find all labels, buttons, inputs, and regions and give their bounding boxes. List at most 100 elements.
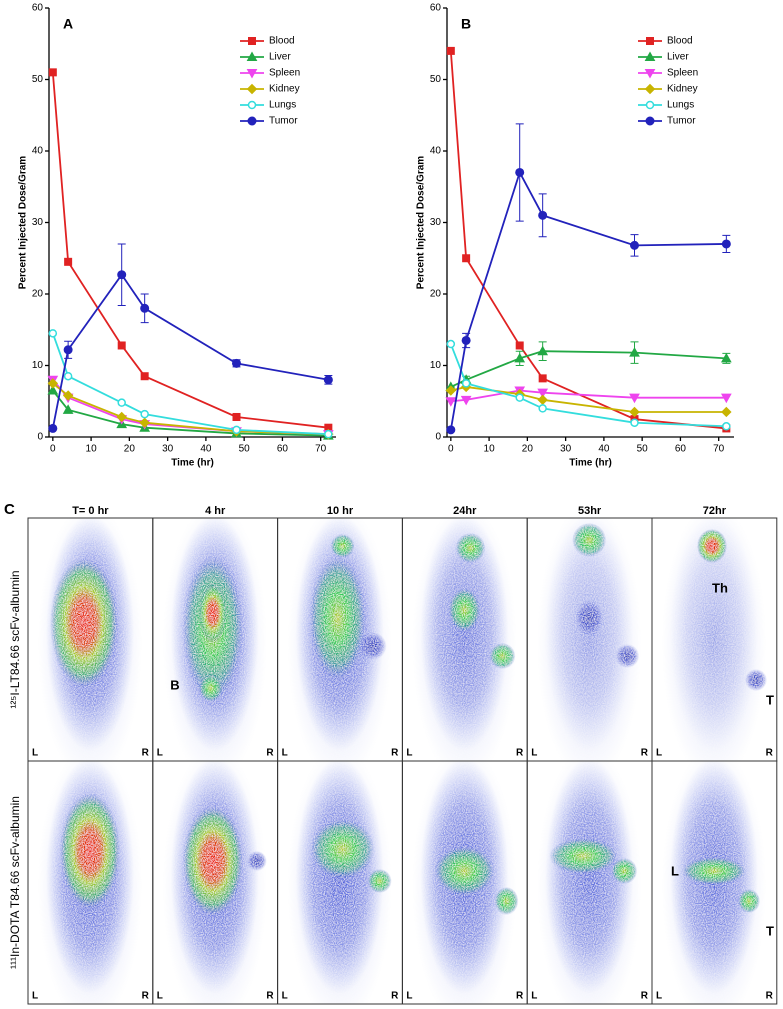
series-line [51,333,329,436]
corner-label: R [142,991,150,1002]
marker [64,257,73,266]
hot-spot [738,889,760,913]
corner-label: L [282,991,288,1002]
corner-label: R [266,991,274,1002]
marker [63,345,73,355]
corner-label: L [531,991,537,1002]
y-tick-label: 0 [37,432,43,443]
legend-label: Tumor [667,116,696,127]
hot-spot [198,583,227,643]
marker [445,385,457,396]
y-tick-label: 30 [32,217,44,228]
marker [117,398,126,407]
scan-content [287,761,392,1004]
marker [47,378,59,389]
marker [630,418,639,427]
marker [232,425,241,435]
time-label: T= 0 hr [72,505,109,517]
x-tick-label: 60 [675,444,687,455]
time-label: 53hr [578,505,602,517]
corner-label: L [531,748,537,759]
marker [514,352,526,363]
corner-label: R [766,991,774,1002]
corner-label: L [406,748,412,759]
hot-spot [575,600,604,636]
x-tick-label: 50 [637,444,649,455]
y-tick-label: 30 [430,217,442,228]
row-label: ¹²⁵I-LT84.66 scFv-albumin [8,570,22,708]
hot-spot [434,846,495,896]
marker [446,339,456,349]
marker [232,412,241,421]
scan-content [412,518,517,761]
hot-spot [60,793,120,909]
marker [140,372,149,381]
x-tick-label: 10 [86,444,98,455]
legend-label: Spleen [667,68,698,79]
legend-label: Blood [269,36,295,47]
legend-label: Kidney [667,84,698,95]
y-tick-label: 50 [32,74,44,85]
scan-content [537,518,642,761]
corner-label: R [391,748,399,759]
series-line [449,50,727,430]
chart-title: B [461,16,471,32]
marker [720,352,732,363]
marker [460,395,472,406]
corner-label: L [32,748,38,759]
hot-spot [549,838,618,874]
time-label: 4 hr [205,505,226,517]
marker [232,358,242,368]
marker [644,51,656,61]
marker [62,404,74,414]
marker [48,68,57,77]
marker [117,341,126,350]
hot-spot [455,533,486,563]
marker [629,393,640,404]
x-tick-label: 50 [239,444,251,455]
legend-label: Liver [667,52,689,63]
hot-spot [310,819,375,879]
marker [538,210,548,220]
marker [140,303,150,313]
scan-content [162,761,267,1004]
marker [629,406,640,418]
corner-label: R [142,748,150,759]
y-tick-label: 20 [32,289,44,300]
marker [246,51,258,61]
scan-content [38,518,142,761]
marker [139,417,150,428]
marker [538,404,547,413]
corner-label: R [641,991,649,1002]
marker [646,37,654,45]
legend-label: Lungs [269,100,296,111]
scan-content [287,518,392,761]
hot-spot [367,869,392,893]
hot-spot [682,857,746,885]
hot-spot [615,644,640,668]
hot-spot [198,674,223,702]
x-tick-label: 20 [522,444,534,455]
panel-label: C [4,501,15,518]
scan-content [412,761,519,1004]
time-label: 24hr [453,505,477,517]
marker [445,397,457,407]
corner-label: L [32,991,38,1002]
marker [645,100,655,110]
marker [721,239,731,249]
legend-label: Tumor [269,116,298,127]
corner-label: L [406,991,412,1002]
time-label: 10 hr [327,505,354,517]
hot-spot [309,556,366,680]
hot-spot [489,643,516,669]
y-tick-label: 0 [435,432,441,443]
